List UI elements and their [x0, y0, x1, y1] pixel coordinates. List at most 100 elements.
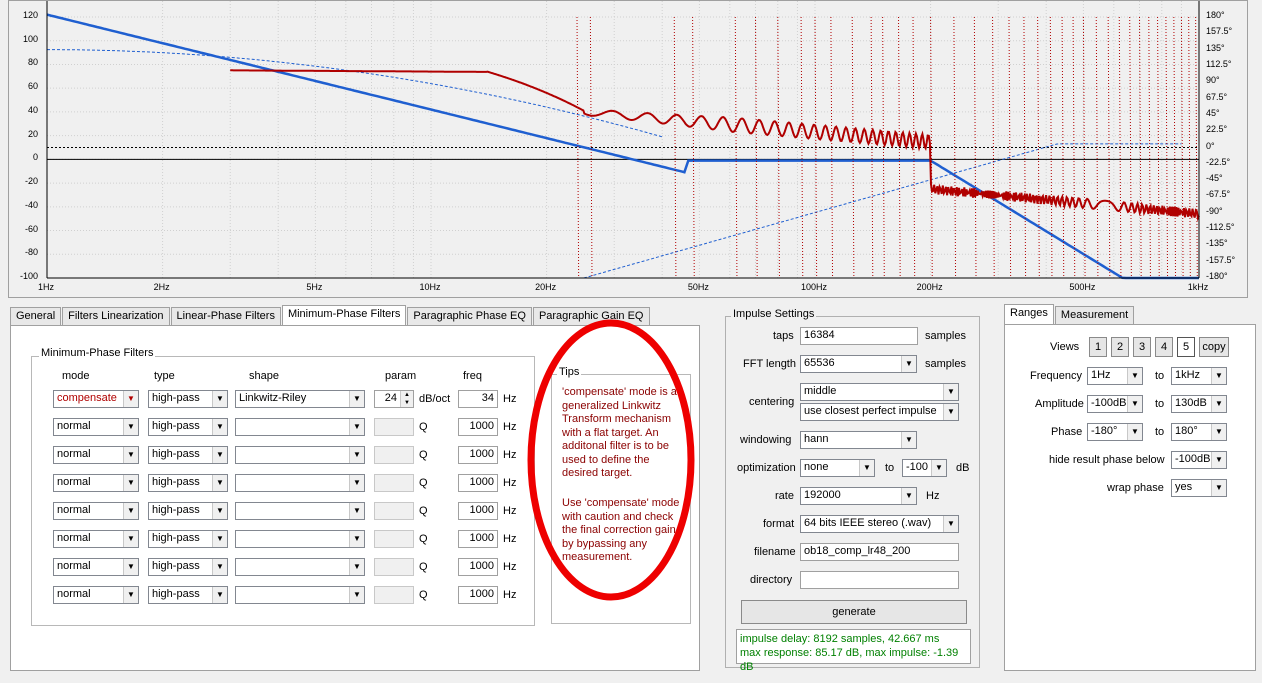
type-select[interactable]: high-pass ▼	[148, 390, 228, 408]
phase-tick-label: 90°	[1206, 75, 1220, 86]
mode-select[interactable]: normal ▼	[53, 502, 139, 520]
rate-select[interactable]: 192000 ▼	[800, 487, 917, 505]
fft-length-select[interactable]: 65536 ▼	[800, 355, 917, 373]
phase-label: Phase	[1051, 426, 1083, 438]
chevron-down-icon: ▼	[1127, 424, 1142, 440]
freq-unit: Hz	[503, 477, 517, 489]
spinner-arrows-icon[interactable]: ▲ ▼	[400, 391, 413, 407]
chevron-down-icon: ▼	[212, 531, 227, 547]
type-select[interactable]: high-pass ▼	[148, 530, 228, 548]
amplitude-to-select[interactable]: 130dB ▼	[1171, 395, 1227, 413]
type-select[interactable]: high-pass ▼	[148, 418, 228, 436]
param-input[interactable]	[374, 474, 414, 492]
mode-select[interactable]: normal ▼	[53, 530, 139, 548]
param-input[interactable]	[374, 446, 414, 464]
freq-input[interactable]: 1000	[458, 474, 498, 492]
chevron-down-icon: ▼	[212, 447, 227, 463]
chevron-down-icon: ▼	[943, 384, 958, 400]
centering-mode-select[interactable]: use closest perfect impulse ▼	[800, 403, 959, 421]
view-4-button[interactable]: 4	[1155, 337, 1173, 357]
param-input[interactable]	[374, 558, 414, 576]
response-plot[interactable]	[8, 0, 1248, 298]
tab-minimum-phase-filters[interactable]: Minimum-Phase Filters	[281, 305, 407, 325]
taps-input[interactable]: 16384	[800, 327, 918, 345]
freq-input[interactable]: 1000	[458, 502, 498, 520]
view-5-button[interactable]: 5	[1177, 337, 1195, 357]
windowing-select[interactable]: hann ▼	[800, 431, 917, 449]
tab-general[interactable]: General	[10, 307, 62, 325]
frequency-to-select[interactable]: 1kHz ▼	[1171, 367, 1227, 385]
copy-view-button[interactable]: copy	[1199, 337, 1229, 357]
shape-select[interactable]: Linkwitz-Riley ▼	[235, 390, 365, 408]
tab-filters-linearization[interactable]: Filters Linearization	[62, 307, 170, 325]
centering-label: centering	[749, 396, 795, 408]
param-spinner[interactable]: 24 ▲ ▼	[374, 390, 414, 408]
chevron-down-icon: ▼	[943, 516, 958, 532]
shape-select[interactable]: ▼	[235, 558, 365, 576]
param-input[interactable]	[374, 502, 414, 520]
shape-select[interactable]: ▼	[235, 502, 365, 520]
view-2-button[interactable]: 2	[1111, 337, 1129, 357]
wrap-phase-select[interactable]: yes ▼	[1171, 479, 1227, 497]
frequency-tick-label: 1Hz	[37, 282, 55, 292]
chevron-down-icon: ▼	[349, 475, 364, 491]
directory-input[interactable]	[800, 571, 959, 589]
mode-select[interactable]: normal ▼	[53, 586, 139, 604]
generate-button[interactable]: generate	[741, 600, 967, 624]
mode-select[interactable]: normal ▼	[53, 418, 139, 436]
header-mode: mode	[62, 370, 90, 382]
minimum-phase-panel: Minimum-Phase Filters mode type shape pa…	[10, 319, 700, 671]
mode-select[interactable]: compensate ▼	[53, 390, 139, 408]
chevron-down-icon: ▼	[212, 475, 227, 491]
optimization-level-select[interactable]: -100 ▼	[902, 459, 947, 477]
param-input[interactable]	[374, 418, 414, 436]
tab-paragraphic-phase-eq[interactable]: Paragraphic Phase EQ	[407, 307, 532, 325]
view-1-button[interactable]: 1	[1089, 337, 1107, 357]
hide-phase-select[interactable]: -100dB ▼	[1171, 451, 1227, 469]
max-response-text: max response: 85.17 dB, max impulse: -1.…	[740, 647, 959, 673]
chevron-down-icon: ▼	[123, 531, 138, 547]
amplitude-from-select[interactable]: -100dB ▼	[1087, 395, 1143, 413]
format-select[interactable]: 64 bits IEEE stereo (.wav) ▼	[800, 515, 959, 533]
directory-label: directory	[750, 574, 793, 586]
type-select[interactable]: high-pass ▼	[148, 502, 228, 520]
param-input[interactable]	[374, 586, 414, 604]
tab-measurement[interactable]: Measurement	[1054, 306, 1135, 324]
mode-select[interactable]: normal ▼	[53, 474, 139, 492]
freq-input[interactable]: 1000	[458, 530, 498, 548]
shape-select[interactable]: ▼	[235, 418, 365, 436]
chevron-down-icon: ▼	[212, 419, 227, 435]
shape-select[interactable]: ▼	[235, 446, 365, 464]
shape-select[interactable]: ▼	[235, 530, 365, 548]
filename-input[interactable]: ob18_comp_lr48_200	[800, 543, 959, 561]
shape-select[interactable]: ▼	[235, 474, 365, 492]
phase-to-select[interactable]: 180° ▼	[1171, 423, 1227, 441]
type-select[interactable]: high-pass ▼	[148, 446, 228, 464]
freq-input[interactable]: 1000	[458, 446, 498, 464]
mode-select[interactable]: normal ▼	[53, 446, 139, 464]
centering-select[interactable]: middle ▼	[800, 383, 959, 401]
frequency-tick-label: 50Hz	[687, 282, 709, 292]
type-select[interactable]: high-pass ▼	[148, 474, 228, 492]
type-select[interactable]: high-pass ▼	[148, 558, 228, 576]
phase-from-select[interactable]: -180° ▼	[1087, 423, 1143, 441]
hide-phase-label: hide result phase below	[1049, 454, 1165, 466]
tab-ranges[interactable]: Ranges	[1004, 304, 1054, 324]
frequency-from-select[interactable]: 1Hz ▼	[1087, 367, 1143, 385]
mode-select[interactable]: normal ▼	[53, 558, 139, 576]
param-input[interactable]	[374, 530, 414, 548]
optimization-select[interactable]: none ▼	[800, 459, 875, 477]
shape-select[interactable]: ▼	[235, 586, 365, 604]
amplitude-tick-label: -80	[24, 247, 38, 258]
amplitude-to-label: to	[1155, 398, 1165, 410]
chevron-down-icon: ▼	[901, 356, 916, 372]
view-3-button[interactable]: 3	[1133, 337, 1151, 357]
chevron-down-icon: ▼	[212, 391, 227, 407]
freq-input[interactable]: 34	[458, 390, 498, 408]
freq-input[interactable]: 1000	[458, 418, 498, 436]
freq-input[interactable]: 1000	[458, 586, 498, 604]
plot-area	[47, 1, 1199, 278]
tab-linear-phase-filters[interactable]: Linear-Phase Filters	[170, 307, 281, 325]
freq-input[interactable]: 1000	[458, 558, 498, 576]
type-select[interactable]: high-pass ▼	[148, 586, 228, 604]
